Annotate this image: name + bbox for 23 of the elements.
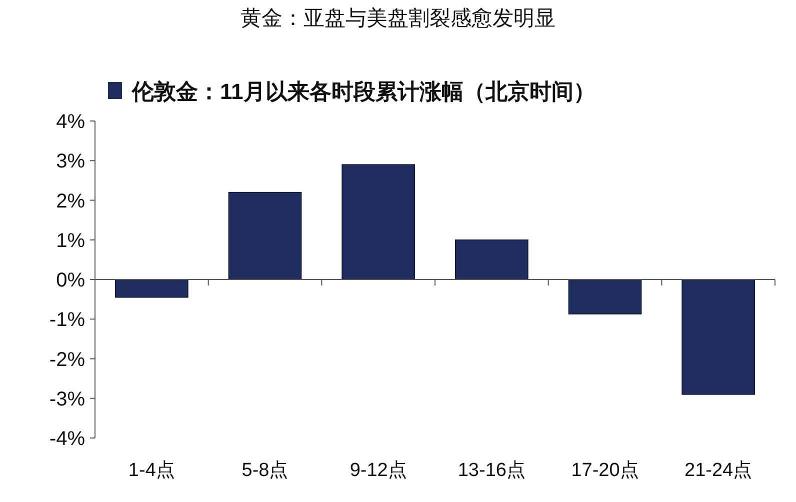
x-tick-label: 9-12点 <box>350 460 407 481</box>
bar <box>568 279 642 314</box>
bar <box>682 279 755 395</box>
x-tick-label: 5-8点 <box>242 460 288 481</box>
x-tick-label: 13-16点 <box>458 460 526 481</box>
y-tick-label: -3% <box>49 388 86 410</box>
y-tick-label: -4% <box>49 428 86 450</box>
y-tick-label: -1% <box>49 309 86 332</box>
chart-title: 黄金：亚盘与美盘割裂感愈发明显 <box>240 7 556 30</box>
y-tick-label: 0% <box>56 270 86 292</box>
y-tick-label: 2% <box>56 190 86 212</box>
x-tick-label: 21-24点 <box>684 460 752 481</box>
legend-label: 伦敦金：11月以来各时段累计涨幅（北京时间） <box>131 79 596 104</box>
y-tick-label: -2% <box>49 348 86 371</box>
x-tick-label: 17-20点 <box>571 460 639 481</box>
x-tick-label: 1-4点 <box>128 460 175 481</box>
bar <box>228 192 302 280</box>
y-tick-label: 3% <box>56 150 86 173</box>
y-tick-label: 4% <box>56 111 86 133</box>
bar <box>455 239 528 280</box>
bar <box>115 279 188 298</box>
y-tick-label: 1% <box>56 230 86 252</box>
bar <box>342 164 415 280</box>
